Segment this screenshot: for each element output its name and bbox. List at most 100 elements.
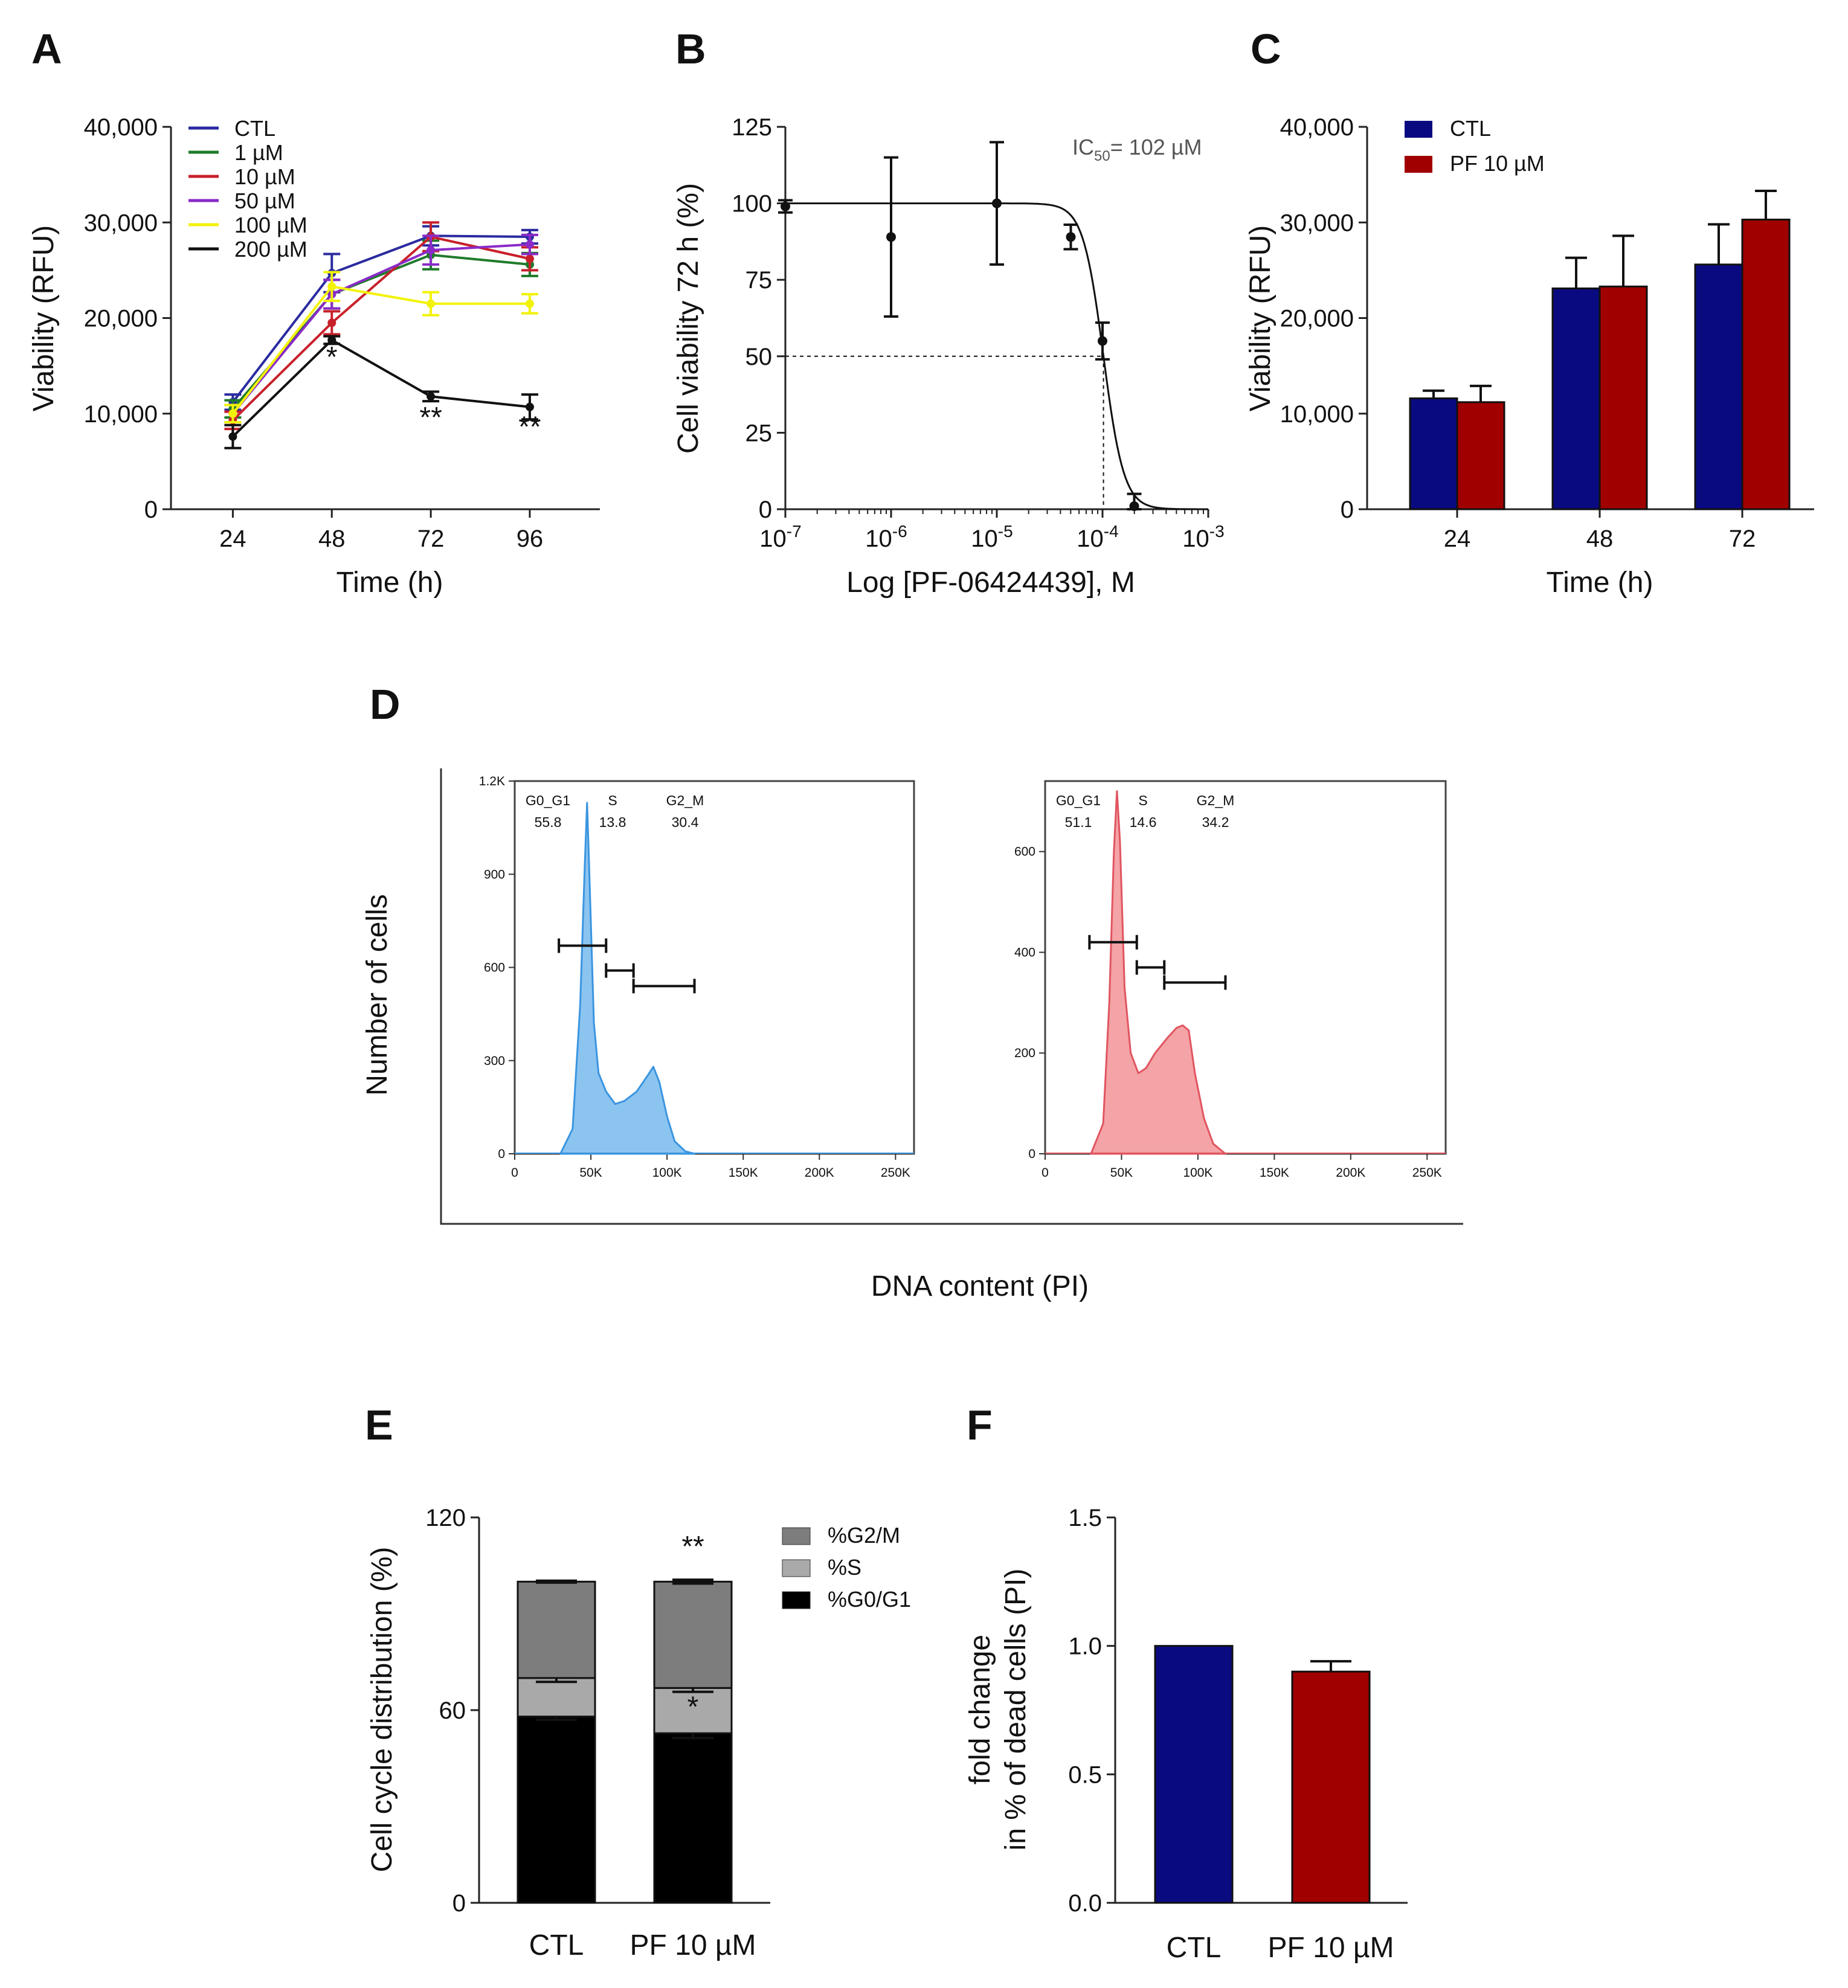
data-point [327, 282, 336, 291]
x-tick-label: 96 [517, 526, 544, 552]
data-point [525, 254, 534, 263]
gate-percentage: 51.1 [1065, 814, 1092, 830]
x-tick-label: 72 [1729, 526, 1756, 552]
x-tick-label: 10-4 [1077, 522, 1118, 552]
gate-label: S [1138, 793, 1147, 808]
gate-percentage: 14.6 [1130, 814, 1157, 830]
y-axis-title: Cell cycle distribution (%) [366, 1547, 398, 1873]
data-point [525, 299, 534, 308]
y-tick-label: 1.0 [1068, 1633, 1102, 1660]
stacked-bar-segment [517, 1677, 596, 1718]
x-tick-base: 10 [759, 526, 787, 552]
y-tick-label: 100 [732, 191, 772, 217]
x-tick-label: PF 10 µM [629, 1929, 756, 1961]
x-tick-label: 250K [881, 1166, 910, 1180]
bar [1741, 219, 1791, 510]
panel-letter: A [31, 25, 62, 72]
gate-label: G0_G1 [526, 793, 570, 808]
x-tick-label: PF 10 µM [1267, 1932, 1394, 1964]
y-tick-label: 1.2K [479, 774, 505, 788]
y-tick-label: 400 [1014, 945, 1035, 959]
bar [1291, 1670, 1371, 1904]
x-tick-label: 10-7 [759, 522, 801, 552]
x-axis-title: Time (h) [1547, 567, 1653, 599]
legend-label: 10 µM [234, 164, 295, 189]
ic50-prefix: IC [1072, 135, 1094, 159]
panel-letter: B [675, 25, 706, 72]
data-point [427, 299, 436, 308]
legend-label: CTL [1450, 116, 1491, 141]
data-point [525, 240, 534, 249]
y-tick-label: 20,000 [1280, 306, 1354, 332]
histogram-area [559, 802, 696, 1155]
legend-label: %S [828, 1555, 861, 1580]
significance-marker: ** [681, 1531, 704, 1563]
x-tick-label: 50K [1110, 1166, 1133, 1180]
y-tick-label: 900 [484, 867, 505, 881]
panel-letter: C [1251, 25, 1281, 72]
ic50-value: = 102 µM [1110, 135, 1202, 159]
stacked-bar-segment [653, 1687, 733, 1734]
legend-swatch [782, 1591, 811, 1609]
series-line [231, 254, 530, 410]
x-tick-base: 10 [865, 526, 892, 552]
legend-swatch [782, 1559, 811, 1577]
gate-label: S [608, 793, 617, 808]
y-tick-label: 40,000 [1280, 114, 1354, 141]
x-tick-base: 10 [1182, 526, 1209, 552]
x-tick-label: 50K [579, 1166, 602, 1180]
x-tick-label: 10-6 [865, 522, 907, 552]
data-point [228, 432, 237, 441]
x-tick-exponent: -6 [892, 522, 907, 541]
y-tick-label: 50 [745, 344, 773, 370]
data-point [427, 392, 436, 401]
panel-letter: E [365, 1401, 393, 1449]
y-axis-title: Cell viability 72 h (%) [672, 183, 704, 454]
y-axis-title-line2: in % of dead cells (PI) [1000, 1569, 1032, 1851]
y-axis-title: Viability (RFU) [1244, 225, 1277, 411]
y-tick-label: 0 [144, 497, 158, 523]
data-point [327, 335, 336, 344]
x-tick-label: 200K [805, 1166, 834, 1180]
legend-label: 50 µM [234, 188, 295, 213]
data-point [1098, 336, 1107, 346]
y-tick-label: 0 [1028, 1147, 1035, 1161]
y-tick-label: 25 [745, 420, 773, 446]
stacked-bar-segment [517, 1716, 596, 1904]
y-tick-label: 75 [745, 267, 773, 294]
stacked-bar-segment [653, 1732, 733, 1904]
y-tick-label: 0.0 [1068, 1890, 1102, 1917]
x-tick-label: 250K [1412, 1166, 1442, 1180]
legend-swatch [1405, 156, 1432, 173]
series-line [231, 234, 530, 403]
y-tick-label: 600 [484, 961, 505, 975]
panel-a: 0 10,000 20,000 30,000 40,000 24 48 72 96 Time (h… [28, 114, 600, 599]
y-axis-title-line1: fold change [964, 1635, 996, 1784]
x-axis-title: Log [PF-06424439], M [846, 567, 1135, 599]
panel-letter: F [967, 1401, 993, 1449]
legend-swatch [782, 1527, 811, 1545]
x-tick-label: 24 [1444, 526, 1471, 552]
y-tick-label: 40,000 [84, 114, 158, 141]
gate-percentage: 13.8 [599, 814, 626, 830]
bar [1598, 285, 1648, 510]
panel-d-frame [440, 768, 1463, 1225]
gate-percentage: 55.8 [535, 814, 562, 830]
series-line [231, 243, 530, 415]
data-point [228, 409, 237, 418]
significance-marker: ** [518, 411, 541, 443]
y-axis-title: Viability (RFU) [28, 225, 60, 411]
x-tick-exponent: -4 [1104, 522, 1119, 541]
y-tick-label: 300 [484, 1054, 505, 1068]
y-tick-label: 0.5 [1068, 1761, 1102, 1788]
data-point [992, 198, 1002, 208]
y-tick-label: 200 [1014, 1046, 1035, 1060]
x-tick-label: 10-3 [1182, 522, 1224, 552]
significance-marker: ** [419, 402, 442, 434]
x-tick-exponent: -3 [1209, 522, 1225, 541]
y-tick-label: 20,000 [84, 306, 158, 332]
series-line [232, 338, 530, 438]
